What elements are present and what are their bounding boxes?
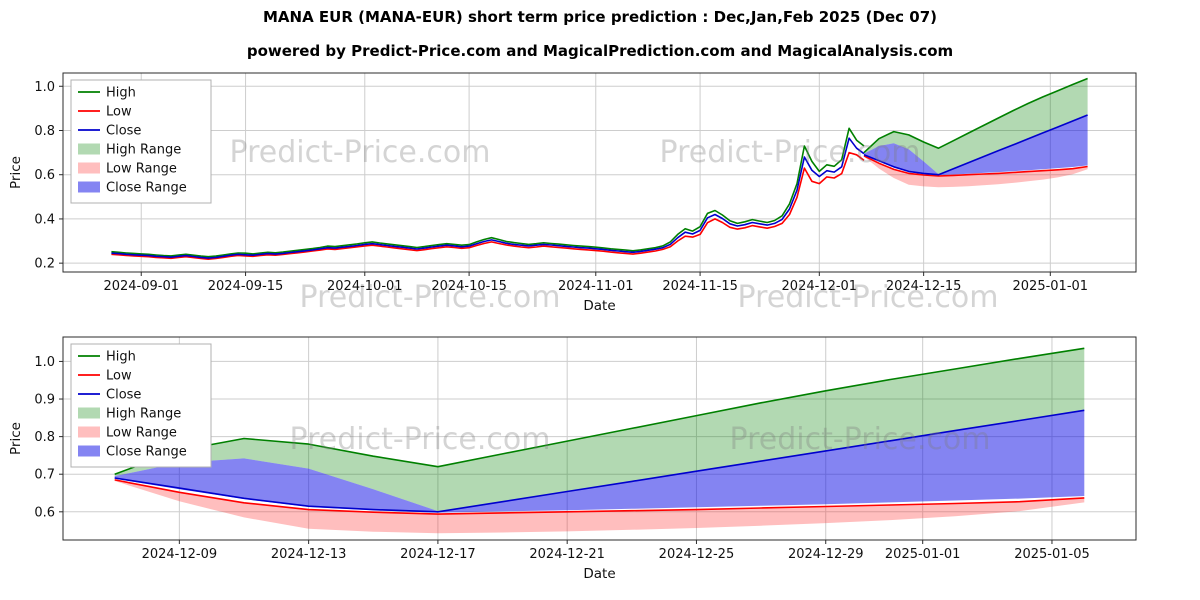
legend-label: High Range [106, 143, 181, 158]
y-axis-label: Price [8, 422, 24, 455]
legend-swatch-close-range [78, 445, 100, 457]
x-tick-label: 2024-11-15 [662, 279, 738, 294]
legend-label: Close [106, 124, 141, 139]
high-range-band [114, 348, 1085, 512]
page-title: MANA EUR (MANA-EUR) short term price pre… [263, 8, 937, 26]
y-tick-label: 0.6 [34, 505, 55, 520]
y-tick-label: 1.0 [34, 80, 55, 95]
plot-frame [62, 72, 1137, 273]
x-axis-label: Date [583, 566, 615, 582]
prediction-detail-chart: 2024-12-09 2024-12-13 2024-12-17 2024-12-21… [8, 336, 1137, 582]
x-tick-label: 2024-12-01 [782, 279, 858, 294]
x-tick-label: 2024-12-29 [788, 547, 864, 562]
legend-swatch-high-range [78, 407, 100, 419]
close-prediction-line [114, 409, 1085, 513]
x-tick-label: 2024-09-15 [208, 279, 284, 294]
low-prediction-line [114, 479, 1085, 515]
x-tick-label: 2024-10-01 [327, 279, 403, 294]
y-tick-label: 0.2 [34, 257, 55, 272]
history-price-chart: 2024-09-01 2024-09-15 2024-10-01 2024-10-15… [8, 72, 1137, 314]
plot-frame [62, 336, 1137, 541]
close-prediction-line [863, 114, 1088, 176]
legend-label: High [106, 350, 136, 365]
legend-swatch-high-range [78, 143, 100, 155]
legend-label: Close [106, 388, 141, 403]
x-tick-label: 2024-09-01 [103, 279, 179, 294]
legend-label: Low Range [106, 426, 177, 441]
y-tick-label: 0.8 [34, 430, 55, 445]
legend-label: High Range [106, 407, 181, 422]
y-tick-label: 0.8 [34, 124, 55, 139]
high-prediction-line [863, 77, 1088, 154]
close-history-line [111, 137, 865, 259]
page-subtitle: powered by Predict-Price.com and Magical… [246, 42, 954, 60]
legend-swatch-low-range [78, 426, 100, 438]
x-tick-label: 2025-01-01 [885, 547, 961, 562]
x-tick-label: 2025-01-01 [1013, 279, 1089, 294]
x-tick-label: 2024-12-09 [142, 547, 218, 562]
close-range-band [114, 410, 1085, 513]
y-tick-label: 0.6 [34, 168, 55, 183]
y-tick-label: 0.4 [34, 212, 55, 227]
x-tick-label: 2024-10-15 [431, 279, 507, 294]
legend-label: Low [106, 369, 132, 384]
legend-label: Low [106, 105, 132, 120]
legend-label: Close Range [106, 445, 187, 460]
x-tick-label: 2024-12-15 [886, 279, 962, 294]
y-tick-label: 1.0 [34, 355, 55, 370]
x-axis-label: Date [583, 298, 615, 314]
x-tick-label: 2024-12-17 [400, 547, 476, 562]
legend-swatch-low-range [78, 162, 100, 174]
x-tick-label: 2024-12-13 [271, 547, 347, 562]
x-tick-label: 2024-11-01 [558, 279, 634, 294]
x-tick-label: 2024-12-25 [659, 547, 735, 562]
x-tick-label: 2024-12-21 [529, 547, 605, 562]
close-range-band [864, 115, 1088, 176]
low-range-band [864, 155, 1088, 188]
x-tick-label: 2025-01-05 [1014, 547, 1090, 562]
legend-label: Close Range [106, 181, 187, 196]
high-prediction-line [114, 347, 1085, 475]
low-range-band [114, 479, 1085, 534]
low-history-line [111, 151, 865, 260]
y-tick-label: 0.7 [34, 468, 55, 483]
y-tick-label: 0.9 [34, 393, 55, 408]
high-history-line [111, 127, 865, 258]
low-prediction-line [863, 155, 1088, 177]
legend-label: High [106, 86, 136, 101]
y-axis-label: Price [8, 156, 24, 189]
legend-label: Low Range [106, 162, 177, 177]
legend-swatch-close-range [78, 181, 100, 193]
